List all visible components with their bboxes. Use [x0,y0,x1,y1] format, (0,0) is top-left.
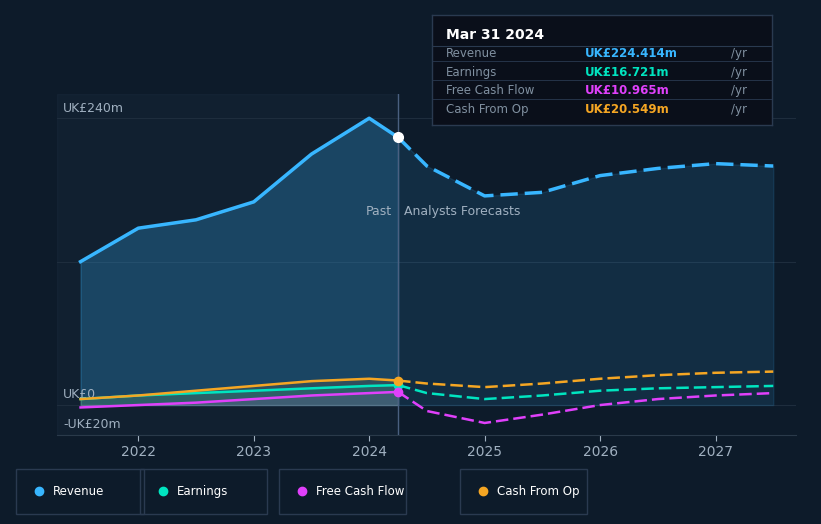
Text: Free Cash Flow: Free Cash Flow [446,84,534,97]
Text: UK£20.549m: UK£20.549m [585,103,670,116]
Text: UK£10.965m: UK£10.965m [585,84,670,97]
Bar [57,94,398,435]
Text: UK£240m: UK£240m [63,102,124,115]
Text: /yr: /yr [732,84,747,97]
Text: UK£16.721m: UK£16.721m [585,66,669,79]
Text: Revenue: Revenue [53,485,105,498]
Text: Revenue: Revenue [446,47,497,60]
Text: /yr: /yr [732,66,747,79]
Text: Cash From Op: Cash From Op [497,485,579,498]
Text: Earnings: Earnings [446,66,497,79]
Text: Free Cash Flow: Free Cash Flow [316,485,405,498]
Text: UK£0: UK£0 [63,388,96,401]
Text: Past: Past [366,205,392,218]
Text: /yr: /yr [732,47,747,60]
Text: -UK£20m: -UK£20m [63,418,121,431]
Text: Mar 31 2024: Mar 31 2024 [446,28,544,42]
Text: UK£224.414m: UK£224.414m [585,47,678,60]
Text: Cash From Op: Cash From Op [446,103,528,116]
Text: /yr: /yr [732,103,747,116]
Text: Analysts Forecasts: Analysts Forecasts [404,205,521,218]
Text: Earnings: Earnings [177,485,228,498]
